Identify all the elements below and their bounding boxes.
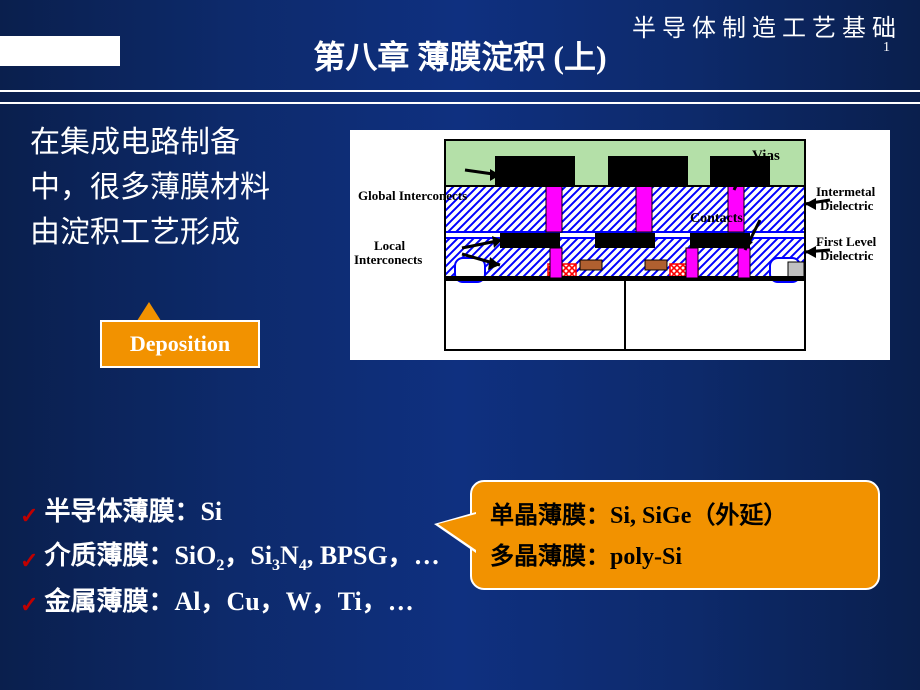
list-item: ✓ 金属薄膜：Al，Cu，W，Ti，… [20, 580, 440, 624]
list-item: ✓ 介质薄膜：SiO2，Si3N4, BPSG，… [20, 534, 440, 579]
cross-section-diagram: Global Interconects LocalInterconects Vi… [350, 130, 890, 360]
gate-2 [645, 260, 667, 270]
divider-bottom [0, 102, 920, 104]
intro-text: 在集成电路制备中，很多薄膜材料由淀积工艺形成 [30, 120, 290, 255]
label-firstlevel: First LevelDielectric [816, 234, 877, 263]
slide: 半导体制造工艺基础 1 第八章 薄膜淀积 (上) 在集成电路制备中，很多薄膜材料… [0, 0, 920, 690]
film-list: ✓ 半导体薄膜：Si ✓ 介质薄膜：SiO2，Si3N4, BPSG，… ✓ 金… [20, 490, 440, 624]
divider-top [0, 90, 920, 92]
contact-2 [686, 248, 698, 278]
callout-line1: 单晶薄膜：Si, SiGe（外延） [490, 496, 860, 537]
label-global: Global Interconects [358, 188, 467, 203]
check-icon: ✓ [20, 497, 38, 534]
silicide-line [445, 276, 805, 281]
check-icon: ✓ [20, 542, 38, 579]
via-2 [636, 186, 652, 232]
metal-film-label: 金属薄膜：Al，Cu，W，Ti，… [44, 580, 413, 624]
crystal-callout: 单晶薄膜：Si, SiGe（外延） 多晶薄膜：poly-Si [470, 480, 880, 590]
intermetal-dielectric [445, 186, 805, 232]
gate-1 [580, 260, 602, 270]
contact-1 [550, 248, 562, 278]
global-metal-2 [608, 156, 688, 186]
deposition-callout: Deposition [100, 320, 260, 380]
global-metal-1 [495, 156, 575, 186]
callout-line2: 多晶薄膜：poly-Si [490, 537, 860, 578]
label-vias: Vias [752, 148, 780, 164]
label-contacts: Contacts [690, 211, 743, 226]
callout-tail-icon [438, 514, 476, 550]
check-icon: ✓ [20, 586, 38, 623]
via-1 [546, 186, 562, 232]
semi-film-label: 半导体薄膜：Si [44, 490, 222, 534]
label-intermetal: IntermetalDielectric [816, 184, 876, 213]
dielec-film-label: 介质薄膜：SiO2，Si3N4, BPSG，… [44, 534, 439, 579]
slide-title: 第八章 薄膜淀积 (上) [0, 32, 920, 78]
list-item: ✓ 半导体薄膜：Si [20, 490, 440, 534]
deposition-label: Deposition [100, 320, 260, 368]
contact-3 [738, 248, 750, 278]
label-local: LocalInterconects [354, 238, 422, 267]
